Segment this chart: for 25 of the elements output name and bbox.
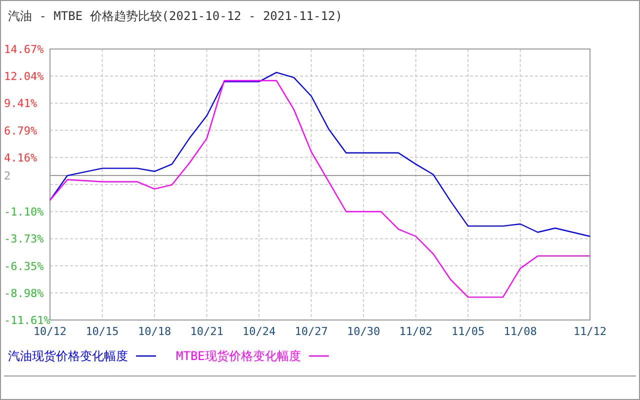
y-tick-label: 14.67% <box>4 43 44 56</box>
x-tick-label: 10/18 <box>138 325 172 338</box>
x-tick-label: 11/05 <box>452 325 485 338</box>
x-tick-label: 10/30 <box>346 325 380 338</box>
legend-label: 汽油现货价格变化幅度 <box>8 349 128 363</box>
legend-label: MTBE现货价格变化幅度 <box>176 349 301 363</box>
x-tick-label: 10/12 <box>33 325 67 338</box>
y-tick-label: 6.79% <box>4 124 38 138</box>
x-tick-label: 10/24 <box>242 325 276 338</box>
y-tick-label: -1.10% <box>4 206 44 219</box>
x-tick-label: 10/27 <box>294 325 328 338</box>
y-tick-label: -6.35% <box>4 260 44 273</box>
x-tick-label: 10/21 <box>190 325 224 338</box>
ref-line-label: 2 <box>4 170 11 183</box>
chart-title: 汽油 - MTBE 价格趋势比较(2021-10-12 - 2021-11-12) <box>8 9 342 23</box>
y-tick-label: -11.61% <box>4 314 51 327</box>
y-tick-label: 4.16% <box>4 151 38 164</box>
y-tick-label: -8.98% <box>4 286 44 300</box>
y-tick-label: -3.73% <box>4 232 44 246</box>
x-tick-label: 11/08 <box>504 325 537 338</box>
y-tick-label: 12.04% <box>4 70 44 84</box>
x-tick-label: 11/02 <box>399 325 432 338</box>
x-tick-label: 10/15 <box>86 325 119 338</box>
y-tick-label: 9.41% <box>4 97 38 110</box>
x-tick-label: 11/12 <box>573 325 607 338</box>
